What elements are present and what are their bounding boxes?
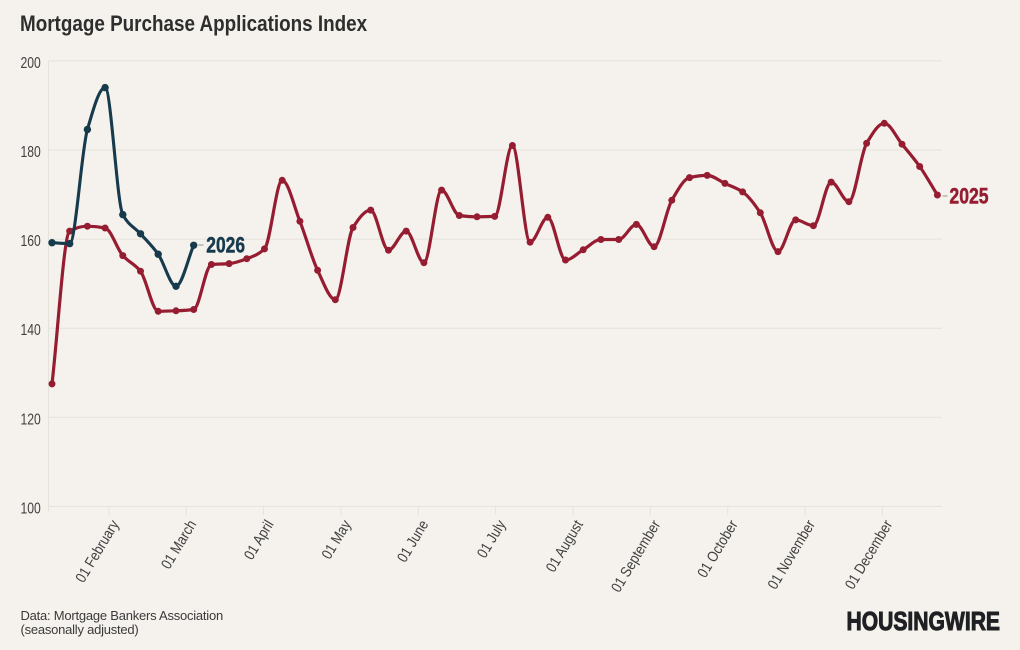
svg-text:2025: 2025 xyxy=(949,183,988,208)
svg-text:01 April: 01 April xyxy=(241,517,278,563)
svg-text:HOUSINGWIRE: HOUSINGWIRE xyxy=(847,606,1001,636)
svg-text:01 December: 01 December xyxy=(842,517,896,592)
svg-text:01 May: 01 May xyxy=(318,517,355,562)
svg-text:01 June: 01 June xyxy=(394,517,432,565)
svg-text:01 July: 01 July xyxy=(474,517,510,561)
svg-text:2026: 2026 xyxy=(206,232,245,257)
svg-text:160: 160 xyxy=(21,233,41,250)
svg-text:140: 140 xyxy=(21,322,41,339)
svg-text:100: 100 xyxy=(21,500,41,517)
svg-text:01 February: 01 February xyxy=(72,517,123,586)
svg-text:01 September: 01 September xyxy=(608,517,664,595)
svg-text:200: 200 xyxy=(21,55,41,72)
svg-text:180: 180 xyxy=(21,144,41,161)
svg-text:01 November: 01 November xyxy=(764,517,818,592)
svg-text:120: 120 xyxy=(21,411,41,428)
svg-text:01 October: 01 October xyxy=(694,517,741,580)
svg-text:01 August: 01 August xyxy=(543,517,587,576)
svg-text:01 March: 01 March xyxy=(158,517,200,572)
